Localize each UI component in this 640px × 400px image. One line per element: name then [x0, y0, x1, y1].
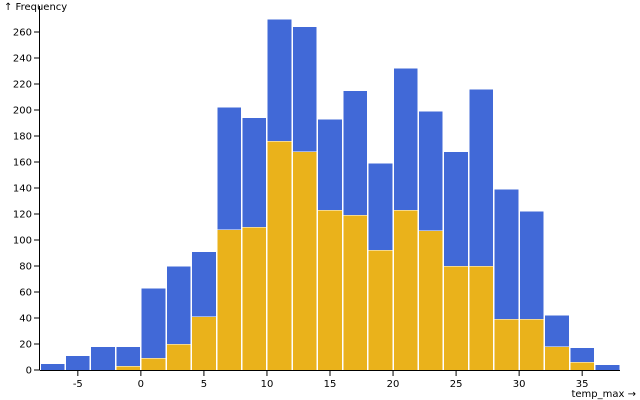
histogram-bar-series-0-bin-4 — [141, 358, 166, 371]
histogram-bar-series-1-bin-7 — [216, 107, 242, 230]
y-tick-label-5: 100 — [13, 236, 32, 247]
histogram-bar-series-0-bin-6 — [191, 316, 217, 371]
histogram-bar-series-0-bin-10 — [292, 151, 318, 371]
y-tick-label-0: 0 — [26, 366, 32, 377]
y-tick-label-8: 160 — [13, 158, 32, 169]
histogram-bar-series-1-bin-21 — [569, 347, 595, 363]
y-tick-label-10: 200 — [13, 106, 32, 117]
y-tick-label-4: 80 — [19, 262, 32, 273]
x-tick-label-0: -5 — [73, 379, 83, 390]
histogram-bar-series-1-bin-14 — [393, 68, 419, 211]
x-tick-label-2: 5 — [201, 379, 207, 390]
histogram-bar-series-1-bin-19 — [519, 211, 545, 320]
histogram-bar-series-1-bin-17 — [468, 88, 494, 267]
histogram-bar-series-1-bin-22 — [595, 364, 620, 371]
x-ticks-layer: -5 0 5 10 15 20 25 30 35 — [73, 370, 589, 390]
histogram-bar-series-0-bin-11 — [317, 209, 343, 371]
histogram-bar-series-0-bin-18 — [494, 319, 519, 371]
histogram-bar-series-1-bin-11 — [317, 118, 343, 211]
histogram-bar-series-0-bin-13 — [368, 250, 393, 371]
x-axis-label: temp_max → — [571, 389, 636, 400]
histogram-bar-series-1-bin-13 — [368, 163, 393, 251]
histogram-bar-series-0-bin-17 — [468, 265, 494, 371]
y-tick-label-1: 20 — [19, 340, 32, 351]
histogram-bar-series-1-bin-18 — [494, 189, 519, 320]
y-tick-label-11: 220 — [13, 80, 32, 91]
histogram-bar-series-1-bin-12 — [342, 90, 368, 216]
y-tick-label-6: 120 — [13, 210, 32, 221]
y-tick-label-2: 40 — [19, 314, 32, 325]
histogram-bar-series-1-bin-16 — [443, 151, 469, 267]
histogram-bar-series-1-bin-2 — [90, 346, 116, 371]
y-tick-label-9: 180 — [13, 132, 32, 143]
histogram-bar-series-0-bin-9 — [267, 140, 292, 371]
x-tick-label-3: 10 — [261, 379, 274, 390]
x-tick-label-8: 35 — [576, 379, 589, 390]
histogram-bar-series-0-bin-19 — [519, 319, 545, 371]
histogram-bar-series-0-bin-12 — [342, 215, 368, 371]
histogram-bar-series-1-bin-20 — [544, 315, 570, 347]
y-tick-label-3: 60 — [19, 288, 32, 299]
y-tick-label-13: 260 — [13, 28, 32, 39]
histogram-bar-series-1-bin-8 — [241, 117, 267, 228]
histogram-bar-series-0-bin-21 — [569, 361, 595, 371]
histogram-bar-series-1-bin-10 — [292, 26, 318, 152]
histogram-bar-series-0-bin-3 — [115, 365, 141, 371]
histogram-bar-series-0-bin-15 — [418, 230, 444, 371]
histogram-bar-series-1-bin-9 — [267, 18, 292, 142]
histogram-bar-series-0-bin-20 — [544, 346, 570, 371]
histogram-bar-series-1-bin-6 — [191, 251, 217, 317]
histogram-bar-series-1-bin-3 — [115, 346, 141, 367]
y-tick-label-12: 240 — [13, 54, 32, 65]
histogram-bar-series-0-bin-7 — [216, 229, 242, 371]
y-ticks-layer: 0 20 40 60 80 100 120 140 160 180 200 220 240 260 — [13, 28, 40, 377]
y-axis-label: ↑ Frequency — [4, 2, 67, 13]
histogram-bar-series-0-bin-8 — [241, 226, 267, 371]
x-tick-label-5: 20 — [387, 379, 400, 390]
histogram-bar-series-1-bin-5 — [166, 265, 192, 345]
x-tick-label-1: 0 — [138, 379, 144, 390]
histogram-bar-series-0-bin-16 — [443, 265, 469, 371]
histogram-bar-series-1-bin-0 — [40, 363, 65, 371]
y-tick-label-7: 140 — [13, 184, 32, 195]
histogram-bar-series-1-bin-4 — [141, 287, 166, 359]
histogram-bar-series-0-bin-14 — [393, 209, 419, 371]
histogram-bar-series-0-bin-5 — [166, 343, 192, 371]
histogram-bar-series-1-bin-1 — [65, 355, 91, 371]
x-tick-label-7: 30 — [513, 379, 526, 390]
histogram-bar-series-1-bin-15 — [418, 111, 444, 232]
bars-layer — [40, 18, 620, 371]
x-tick-label-4: 15 — [324, 379, 337, 390]
x-tick-label-6: 25 — [450, 379, 463, 390]
